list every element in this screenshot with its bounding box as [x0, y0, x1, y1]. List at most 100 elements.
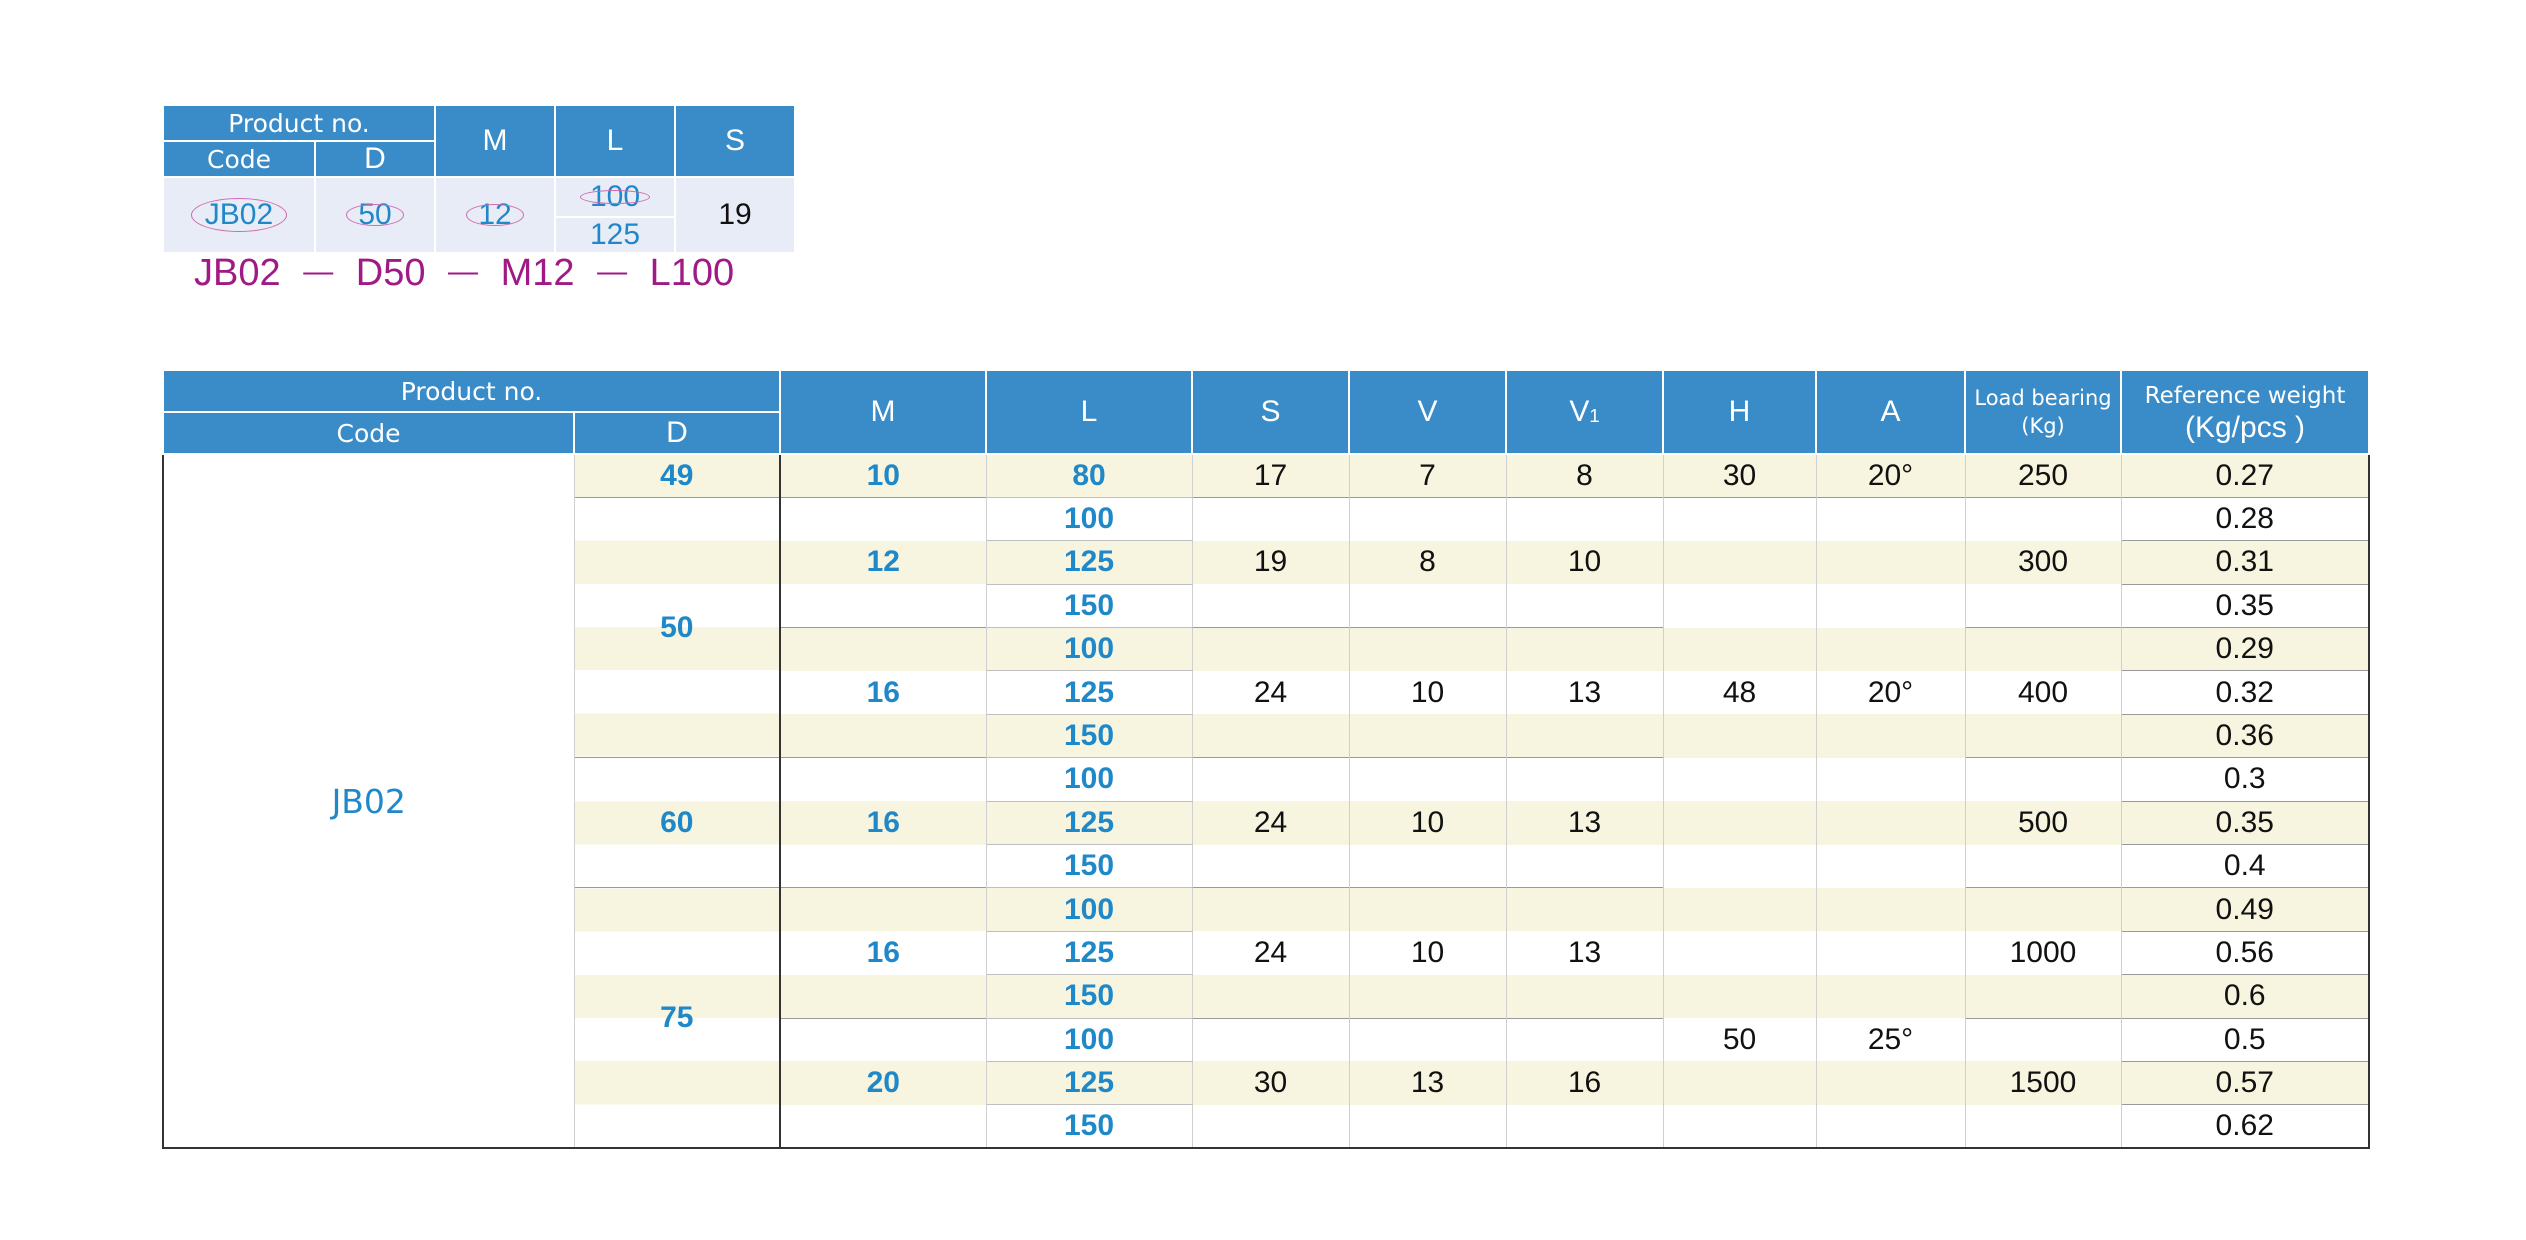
s-cell: 24 [1191, 670, 1350, 715]
v1-cell: 13 [1505, 670, 1664, 715]
formula-m: M12 [500, 252, 575, 294]
v1-cell [1505, 714, 1664, 758]
v1-cell [1505, 584, 1664, 628]
m-cell [779, 1104, 987, 1149]
s-cell: 24 [1191, 801, 1350, 845]
h-cell [1662, 1104, 1817, 1149]
m-cell [779, 714, 987, 758]
l-cell: 150 [985, 713, 1193, 759]
v1-cell: 16 [1505, 1061, 1664, 1105]
h-cell [1662, 887, 1817, 932]
header-weight-line2: (Kg/pcs ) [2184, 411, 2306, 444]
v-cell: 7 [1348, 454, 1507, 498]
load-cell: 400 [1964, 670, 2122, 715]
table-row: JB02 49 10 80 17 7 8 30 20° 250 0.27 [162, 453, 2370, 1149]
order-code-formula: JB02 — D50 — M12 — L100 [194, 252, 734, 295]
header-m: M [779, 369, 987, 455]
v-cell [1348, 584, 1507, 628]
v-cell: 10 [1348, 931, 1507, 975]
a-cell [1815, 931, 1966, 975]
h-cell [1662, 844, 1817, 888]
h-cell [1662, 540, 1817, 585]
v1-cell [1505, 627, 1664, 671]
table-row: 16 125 24 10 13 1000 0.56 [163, 930, 2370, 976]
load-cell [1964, 627, 2122, 671]
l-cell: 100 [985, 1017, 1193, 1062]
example-m-value: 12 [434, 176, 556, 254]
example-s-value: 19 [674, 176, 796, 254]
m-cell: 16 [779, 931, 987, 975]
a-cell: 25° [1815, 1018, 1966, 1062]
table-row: 150 0.6 [163, 974, 2370, 1019]
l-cell: 150 [985, 1104, 1193, 1149]
s-cell: 24 [1191, 931, 1350, 975]
example-d-circled: 50 [346, 196, 405, 234]
example-header-d: D [314, 140, 436, 178]
header-product-no: Product no. [162, 369, 781, 413]
h-cell [1662, 496, 1817, 541]
v1-cell [1505, 1017, 1664, 1062]
v-cell [1348, 1017, 1507, 1062]
load-cell [1964, 757, 2122, 802]
m-cell [779, 627, 987, 671]
v1-cell [1505, 757, 1664, 802]
weight-cell: 0.56 [2120, 930, 2370, 976]
weight-cell: 0.3 [2120, 757, 2370, 802]
l-cell: 100 [985, 757, 1193, 802]
formula-separator-3: — [597, 255, 628, 288]
spec-table: Product no. M L S V V1 H A Load bearing … [162, 369, 2370, 1150]
h-cell [1662, 801, 1817, 845]
s-cell [1191, 844, 1350, 888]
l-cell: 125 [985, 930, 1193, 976]
header-load-line2: (Kg) [2021, 414, 2065, 438]
v1-cell: 13 [1505, 801, 1664, 845]
load-cell [1964, 887, 2122, 932]
d-cell: 49 [573, 454, 781, 498]
s-cell [1191, 496, 1350, 541]
h-cell [1662, 627, 1817, 671]
d-cell: 75 [573, 887, 781, 1149]
load-cell [1964, 1017, 2122, 1062]
weight-cell: 0.57 [2120, 1060, 2370, 1106]
h-cell: 48 [1662, 670, 1817, 715]
a-cell [1815, 714, 1966, 758]
header-load-line1: Load bearing [1974, 386, 2112, 410]
example-header-product-no: Product no. [162, 104, 436, 142]
example-code-value: JB02 [162, 176, 316, 254]
load-cell [1964, 974, 2122, 1019]
l-cell: 150 [985, 974, 1193, 1019]
code-cell: JB02 [162, 454, 575, 1149]
weight-cell: 0.35 [2120, 583, 2370, 629]
table-row: 100 0.29 [163, 627, 2370, 672]
h-cell [1662, 1061, 1817, 1105]
h-cell [1662, 974, 1817, 1019]
h-cell: 50 [1662, 1018, 1817, 1062]
example-l-option-1-circled: 100 [579, 178, 651, 216]
header-v: V [1348, 369, 1507, 455]
l-cell: 100 [985, 496, 1193, 542]
h-cell [1662, 584, 1817, 628]
header-v1-base: V [1569, 395, 1590, 428]
weight-cell: 0.31 [2120, 540, 2370, 585]
l-cell: 150 [985, 583, 1193, 629]
s-cell [1191, 887, 1350, 932]
m-cell [779, 887, 987, 932]
s-cell: 17 [1191, 454, 1350, 498]
example-l-option-1: 100 [554, 176, 676, 218]
formula-d: D50 [355, 252, 426, 294]
weight-cell: 0.28 [2120, 496, 2370, 542]
v-cell [1348, 714, 1507, 758]
table-row: 12 125 19 8 10 300 0.31 [163, 540, 2370, 585]
a-cell [1815, 801, 1966, 845]
header-v1: V1 [1505, 369, 1664, 455]
d-cell: 50 [573, 496, 781, 758]
a-cell [1815, 974, 1966, 1019]
example-m-circled: 12 [466, 196, 525, 234]
header-v1-subscript: 1 [1589, 404, 1600, 426]
m-cell [779, 1017, 987, 1062]
table-row: 20 125 30 13 16 1500 0.57 [163, 1060, 2370, 1106]
header-s: S [1191, 369, 1350, 455]
formula-separator-2: — [448, 255, 479, 288]
m-cell: 12 [779, 540, 987, 585]
m-cell: 10 [779, 454, 987, 498]
